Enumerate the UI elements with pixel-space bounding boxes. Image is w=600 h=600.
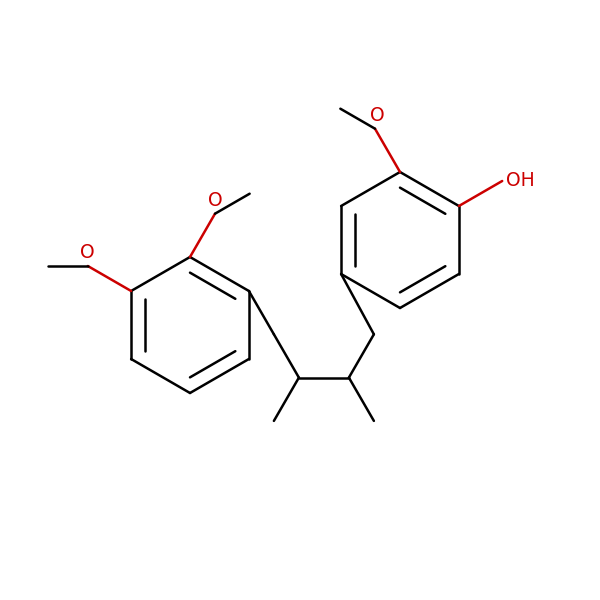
Text: O: O [80, 243, 95, 262]
Text: OH: OH [506, 172, 535, 191]
Text: O: O [370, 106, 385, 125]
Text: O: O [208, 191, 223, 209]
